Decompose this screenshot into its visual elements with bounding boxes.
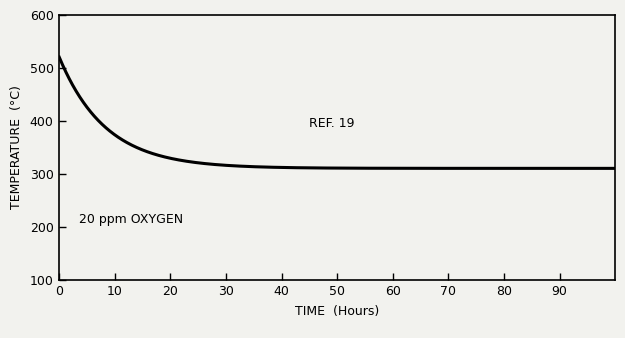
Y-axis label: TEMPERATURE  (°C): TEMPERATURE (°C) (10, 85, 22, 209)
Text: REF. 19: REF. 19 (309, 117, 355, 130)
X-axis label: TIME  (Hours): TIME (Hours) (295, 305, 379, 318)
Text: 20 ppm OXYGEN: 20 ppm OXYGEN (79, 213, 182, 226)
